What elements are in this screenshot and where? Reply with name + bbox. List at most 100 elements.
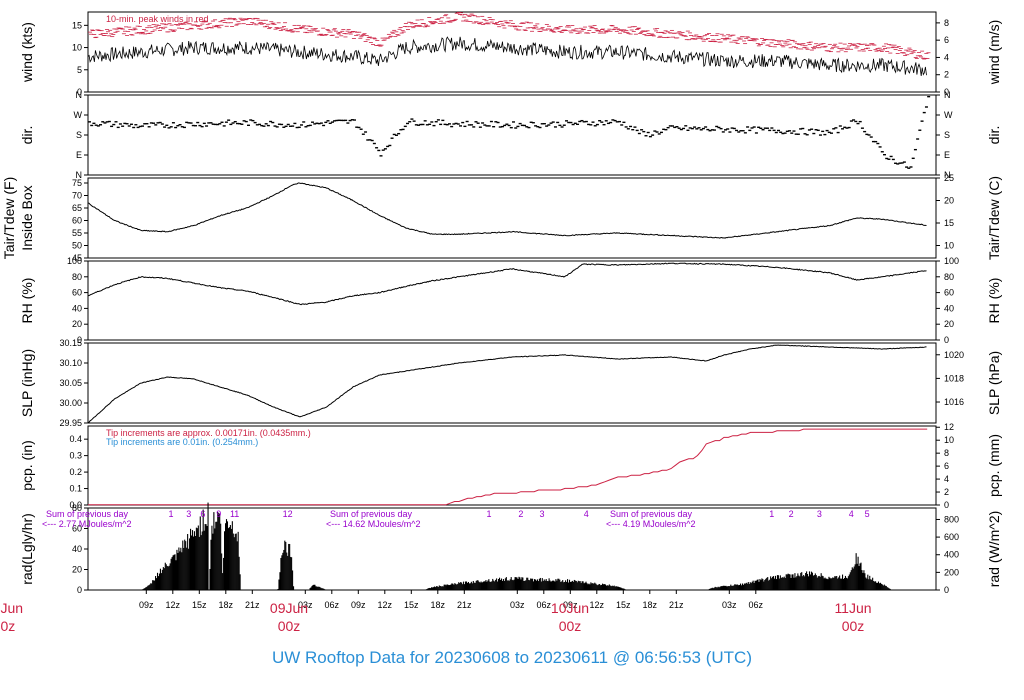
- day-label-date: 09Jun: [270, 600, 308, 616]
- temp-ytick-label-left: 75: [72, 178, 82, 188]
- temp-ytick-label-left: 65: [72, 203, 82, 213]
- wind-panel: [84, 11, 940, 93]
- x-tick-label: 18z: [431, 600, 446, 610]
- slp-ytick-label-right: 1016: [944, 397, 964, 407]
- slp-ylabel-left: SLP (inHg): [19, 349, 35, 417]
- pcp-ylabel-left: pcp. (in): [19, 440, 35, 491]
- pcp-ytick-label-right: 6: [944, 461, 949, 471]
- slp-series-line: [87, 344, 927, 424]
- day-label-time: 00z: [842, 618, 865, 634]
- dir-ylabel-right: dir.: [986, 126, 1002, 145]
- rad-hour-mark: 1: [487, 509, 492, 519]
- rh-series-line: [87, 262, 927, 306]
- x-tick-label: 15z: [192, 600, 207, 610]
- pcp-ylabel-right: pcp. (mm): [986, 434, 1002, 497]
- day-label-date: 11Jun: [834, 600, 871, 616]
- footer-title: UW Rooftop Data for 20230608 to 20230611…: [271, 648, 752, 667]
- pcp-ytick-label-right: 0: [944, 500, 949, 510]
- temp-ytick-label-left: 50: [72, 241, 82, 251]
- day-label-time: 00z: [0, 618, 15, 634]
- rh-ytick-label-left: 100: [67, 256, 82, 266]
- pcp-ytick-label-right: 4: [944, 474, 949, 484]
- temp-ytick-label-left: 45: [72, 253, 82, 263]
- rad-hour-mark: 12: [283, 509, 293, 519]
- wind-ytick-label-right: 8: [944, 18, 949, 28]
- pcp-ytick-label-left: 0.4: [69, 434, 82, 444]
- temp-ytick-label-left: 60: [72, 216, 82, 226]
- rad-sum-annotation-line2: <--- 4.19 MJoules/m^2: [606, 519, 696, 529]
- x-tick-label: 09z: [351, 600, 366, 610]
- slp-ytick-label-left: 29.95: [59, 418, 82, 428]
- rad-hour-mark: 1: [769, 509, 774, 519]
- dir-ytick-label-right: W: [944, 110, 953, 120]
- temp-ytick-label-right: 20: [944, 196, 954, 206]
- rad-ytick-label-left: 40: [72, 544, 82, 554]
- pcp-annotation-tip-approx: Tip increments are approx. 0.00171in. (0…: [106, 428, 311, 438]
- x-tick-label: 21z: [669, 600, 684, 610]
- dir-ytick-label-left: W: [74, 110, 83, 120]
- pcp-ytick-label-left: 0.2: [69, 467, 82, 477]
- slp-frame: [87, 342, 937, 424]
- dir-ytick-label-right: E: [944, 150, 950, 160]
- rh-ytick-label-right: 20: [944, 319, 954, 329]
- rad-ytick-label-left: 80: [72, 503, 82, 513]
- temp-panel: [84, 177, 940, 259]
- pcp-panel: [84, 425, 940, 506]
- temp-ytick-label-right: 25: [944, 173, 954, 183]
- temp-ytick-label-right: 15: [944, 218, 954, 228]
- rad-hour-mark: 1: [169, 509, 174, 519]
- rad-ytick-label-left: 0: [77, 585, 82, 595]
- rad-hour-mark: 3: [186, 509, 191, 519]
- dir-ylabel-left: dir.: [19, 126, 35, 145]
- x-tick-label: 06z: [537, 600, 552, 610]
- dir-ytick-label-left: N: [76, 90, 83, 100]
- rad-ytick-label-right: 400: [944, 550, 959, 560]
- x-tick-label: 21z: [457, 600, 472, 610]
- rh-ylabel-left: RH (%): [19, 278, 35, 324]
- rad-hour-mark: 11: [230, 509, 239, 519]
- pcp-frame: [87, 425, 937, 506]
- rad-ytick-label-right: 0: [944, 585, 949, 595]
- slp-ytick-label-left: 30.05: [59, 378, 82, 388]
- wind-ytick-label-left: 10: [72, 43, 82, 53]
- wind-ylabel-left: wind (kts): [19, 22, 35, 83]
- rad-hour-mark: 6: [200, 509, 205, 519]
- x-tick-label: 09z: [563, 600, 578, 610]
- slp-panel: [84, 342, 940, 424]
- rad-hour-mark: 4: [849, 509, 854, 519]
- rad-ylabel-right: rad (W/m^2): [986, 511, 1002, 588]
- pcp-ytick-label-right: 12: [944, 422, 954, 432]
- pcp-ytick-label-right: 2: [944, 487, 949, 497]
- x-tick-label: 03z: [510, 600, 525, 610]
- x-tick-label: 03z: [722, 600, 737, 610]
- dir-ytick-label-right: N: [944, 170, 951, 180]
- wind-ytick-label-right: 0: [944, 87, 949, 97]
- dir-ytick-label-right: N: [944, 90, 951, 100]
- pcp-annotation-tip-exact: Tip increments are 0.01in. (0.254mm.): [106, 437, 258, 447]
- rh-ytick-label-left: 20: [72, 319, 82, 329]
- rad-ylabel-left: rad(Lgly/hr): [19, 513, 35, 585]
- pcp-ytick-label-left: 0.1: [69, 484, 82, 494]
- slp-ytick-label-left: 30.15: [59, 338, 82, 348]
- rad-sum-annotation-line2: <--- 2.77 MJoules/m^2: [42, 519, 132, 529]
- pcp-ytick-label-right: 8: [944, 448, 949, 458]
- wind-ytick-label-left: 5: [77, 65, 82, 75]
- x-tick-label: 12z: [590, 600, 605, 610]
- temp-ylabel-outer: Tair/Tdew (F): [1, 177, 17, 259]
- rh-ytick-label-right: 60: [944, 288, 954, 298]
- x-tick-label: 06z: [749, 600, 764, 610]
- x-tick-label: 21z: [245, 600, 260, 610]
- slp-ytick-label-right: 1018: [944, 373, 964, 383]
- rad-ytick-label-right: 800: [944, 514, 959, 524]
- temp-ylabel-left: Inside Box: [19, 185, 35, 250]
- wind-frame: [87, 11, 937, 93]
- rad-sum-annotation-line1: Sum of previous day: [610, 509, 693, 519]
- slp-ytick-label-right: 1020: [944, 350, 964, 360]
- slp-ylabel-right: SLP (hPa): [986, 351, 1002, 415]
- temp-ylabel-right: Tair/Tdew (C): [986, 176, 1002, 260]
- dir-ytick-label-left: E: [76, 150, 82, 160]
- x-tick-label: 18z: [219, 600, 234, 610]
- rh-ytick-label-left: 60: [72, 288, 82, 298]
- wind-ytick-label-right: 4: [944, 52, 949, 62]
- wind-ytick-label-left: 15: [72, 20, 82, 30]
